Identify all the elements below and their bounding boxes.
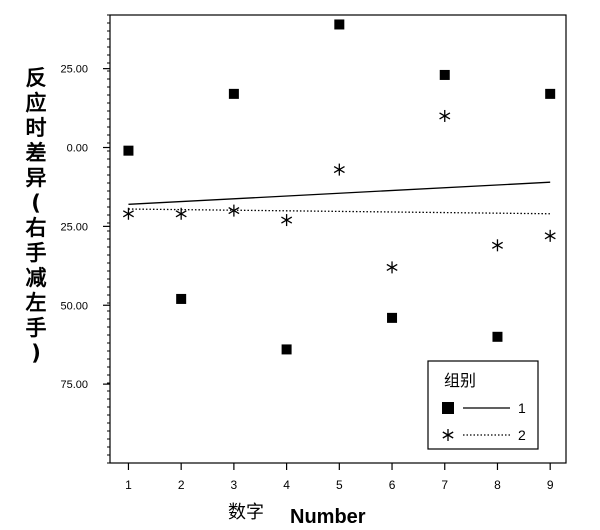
data-point-series-2 — [439, 109, 451, 122]
y-axis-label-char: ) — [31, 341, 41, 365]
y-axis-label-char: 差 — [25, 141, 47, 165]
legend-label-series-1: 1 — [518, 400, 526, 416]
asterisk-stroke — [281, 216, 293, 224]
y-axis-label-char: 异 — [25, 166, 47, 190]
y-axis-label-char: 应 — [25, 91, 47, 115]
x-tick-label: 9 — [547, 478, 554, 492]
data-point-series-1 — [176, 293, 187, 304]
x-tick-label: 8 — [494, 478, 501, 492]
asterisk-stroke — [491, 241, 503, 249]
data-point-series-2 — [281, 214, 293, 227]
y-axis-label-char: ( — [31, 191, 41, 215]
legend-marker-series-2 — [442, 429, 454, 441]
data-point-series-2 — [544, 229, 556, 242]
x-tick-label: 3 — [231, 478, 238, 492]
y-axis-label-char: 反 — [25, 66, 47, 90]
asterisk-stroke — [439, 112, 451, 120]
asterisk-stroke — [175, 210, 187, 218]
data-point-series-2 — [491, 239, 503, 252]
legend: 组别 1 2 — [427, 360, 539, 450]
y-axis-label: 反应时差异(右手减左手) — [20, 66, 52, 366]
y-tick-label: 75.00 — [60, 379, 88, 391]
data-point-series-2 — [228, 204, 240, 217]
y-axis-label-char: 手 — [25, 316, 47, 340]
x-tick-label: 1 — [125, 478, 132, 492]
y-tick-label: 25.00 — [60, 64, 88, 76]
y-axis-label-char: 减 — [25, 266, 47, 290]
axes-group: 25.00 0.00 25.00 50.00 75.00 1 2 3 4 5 6 7 8 9 — [60, 14, 567, 492]
y-axis-label-char: 时 — [25, 116, 47, 140]
data-point-series-2 — [122, 207, 134, 220]
y-tick-label: 0.00 — [67, 143, 88, 155]
x-tick-label: 7 — [441, 478, 448, 492]
x-tick-label: 2 — [178, 478, 185, 492]
data-point-series-1 — [334, 19, 345, 30]
data-point-series-1 — [545, 88, 556, 99]
y-axis-label-char: 手 — [25, 241, 47, 265]
x-axis-label-english: Number — [290, 506, 366, 528]
legend-label-series-2: 2 — [518, 427, 526, 443]
asterisk-stroke — [122, 210, 134, 218]
y-axis-label-char: 左 — [25, 291, 47, 315]
asterisk-stroke — [333, 166, 345, 174]
data-point-series-1 — [123, 145, 134, 156]
data-point-series-2 — [386, 261, 398, 274]
data-point-series-2 — [175, 207, 187, 220]
fit-line-series-2 — [128, 208, 551, 215]
x-tick-label: 6 — [389, 478, 396, 492]
y-tick-label: 50.00 — [60, 300, 88, 312]
x-tick-label: 5 — [336, 478, 343, 492]
legend-marker-series-1 — [442, 402, 454, 414]
data-point-series-1 — [228, 88, 239, 99]
data-point-series-1 — [387, 312, 398, 323]
fit-line-series-1 — [128, 181, 551, 205]
x-axis-label-chinese: 数字 — [228, 502, 264, 523]
asterisk-stroke — [544, 232, 556, 240]
asterisk-stroke — [386, 263, 398, 271]
y-axis-label-char: 右 — [25, 216, 47, 240]
y-tick-label: 25.00 — [60, 221, 88, 233]
data-point-series-2 — [333, 163, 345, 176]
data-point-series-1 — [281, 344, 292, 355]
data-points-group — [122, 19, 556, 355]
asterisk-stroke — [442, 431, 454, 439]
x-tick-label: 4 — [283, 478, 290, 492]
legend-title: 组别 — [444, 371, 476, 390]
fit-lines-group — [128, 181, 551, 215]
data-point-series-1 — [492, 331, 503, 342]
data-point-series-1 — [439, 69, 450, 80]
asterisk-stroke — [228, 207, 240, 215]
